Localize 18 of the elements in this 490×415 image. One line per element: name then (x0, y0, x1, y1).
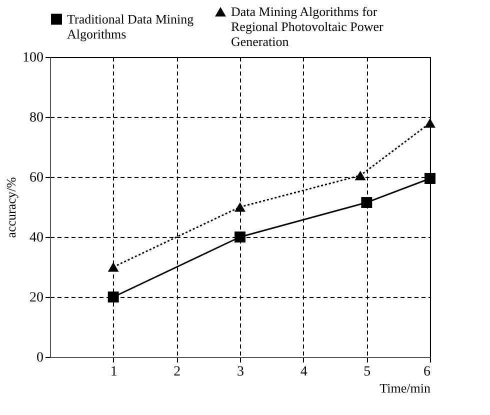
legend-label: Traditional Data Mining Algorithms (67, 11, 194, 42)
y-tick-label: 40 (30, 230, 44, 246)
y-axis-title: accuracy/% (4, 177, 18, 238)
x-tick-label: 2 (174, 364, 181, 380)
x-tick-label: 3 (237, 364, 244, 380)
point (424, 173, 436, 184)
legend-label: Data Mining Algorithms for Regional Photovoltaic Power Generation (231, 4, 384, 49)
y-tick-label: 60 (30, 170, 44, 186)
point (108, 292, 119, 302)
y-tick-label: 80 (30, 110, 44, 126)
x-axis-title: Time/min (380, 380, 431, 396)
y-tick-label: 100 (22, 50, 44, 66)
x-tick-label: 5 (364, 364, 371, 380)
x-tick-label: 6 (424, 364, 430, 380)
y-tick-label: 20 (30, 290, 44, 306)
x-tick-label: 4 (300, 364, 308, 380)
x-tick-label: 1 (110, 364, 118, 380)
y-tick-label: 0 (36, 350, 44, 366)
